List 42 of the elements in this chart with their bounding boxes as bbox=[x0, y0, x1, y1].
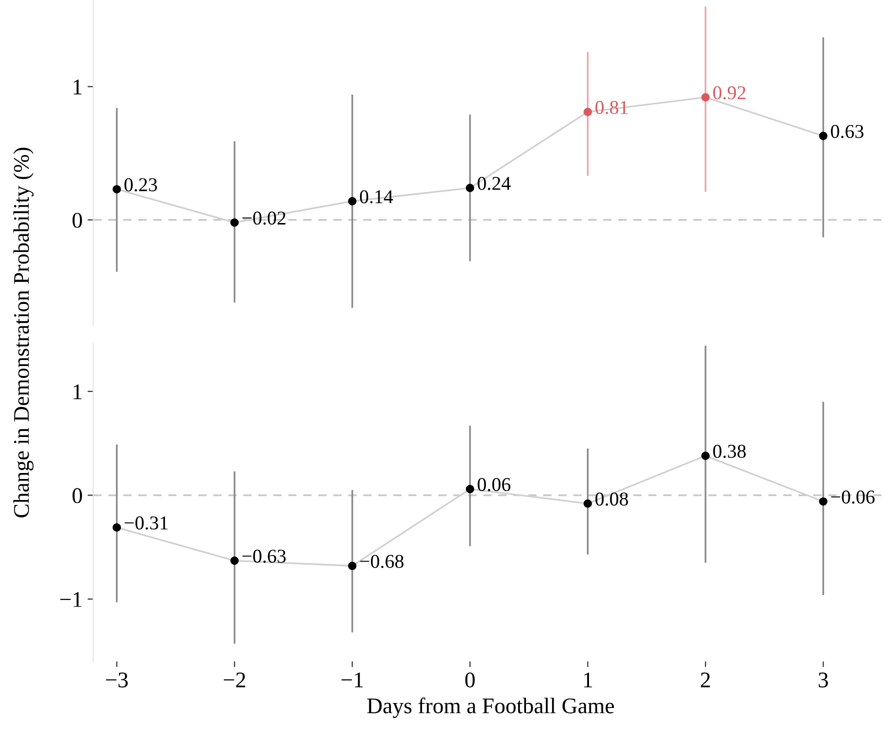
y-axis-title: Change in Demonstration Probability (%) bbox=[13, 148, 34, 518]
x-tick-label: 1 bbox=[584, 672, 592, 688]
x-tick-label: −1 bbox=[342, 672, 363, 688]
y-tick-label: 1 bbox=[74, 80, 82, 94]
data-label: 0.38 bbox=[713, 444, 746, 458]
data-label: 0.81 bbox=[595, 100, 628, 114]
point bbox=[230, 556, 239, 565]
point bbox=[112, 185, 121, 194]
y-tick-label: 0 bbox=[72, 212, 82, 228]
data-label: 0.14 bbox=[360, 190, 393, 204]
x-tick-label: 2 bbox=[700, 672, 710, 688]
y-tick-label: 0 bbox=[72, 488, 82, 504]
data-label: 0.23 bbox=[124, 178, 157, 192]
point bbox=[584, 499, 592, 508]
point bbox=[348, 197, 356, 206]
point bbox=[466, 184, 474, 192]
data-label: −0.02 bbox=[242, 212, 286, 225]
x-tick-label: −2 bbox=[224, 672, 246, 688]
data-label: 0.63 bbox=[830, 124, 864, 138]
y-tick-label: −1 bbox=[60, 592, 82, 607]
x-tick-label: −3 bbox=[106, 672, 128, 688]
point bbox=[819, 497, 828, 506]
data-label: −0.63 bbox=[242, 550, 286, 563]
data-label: 0.06 bbox=[478, 478, 510, 492]
data-label: 0.24 bbox=[478, 176, 511, 190]
point bbox=[348, 562, 356, 570]
point bbox=[584, 108, 592, 116]
x-axis-title: Days from a Football Game bbox=[367, 698, 614, 718]
annotation: 0.08 bbox=[595, 492, 628, 506]
point bbox=[112, 523, 121, 532]
x-tick-label: 0 bbox=[465, 672, 475, 688]
point bbox=[819, 132, 828, 140]
data-label: 0.92 bbox=[713, 86, 746, 100]
data-label: −0.06 bbox=[831, 490, 875, 504]
point bbox=[230, 218, 239, 227]
point bbox=[701, 93, 710, 102]
x-tick-label: 3 bbox=[818, 672, 828, 688]
data-label: −0.68 bbox=[360, 554, 404, 568]
point bbox=[466, 484, 474, 494]
data-label: −0.31 bbox=[124, 516, 168, 530]
y-tick-label: 1 bbox=[74, 384, 82, 400]
point bbox=[701, 452, 710, 460]
